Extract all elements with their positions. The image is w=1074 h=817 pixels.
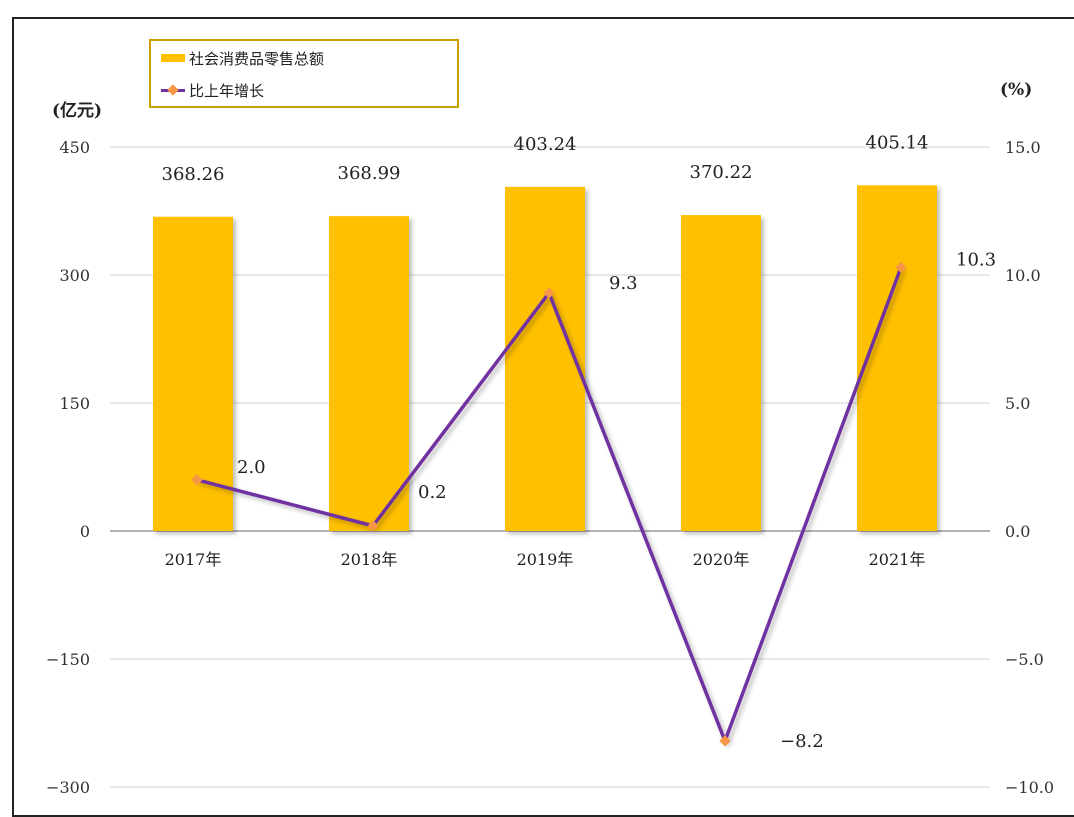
bar (505, 186, 585, 532)
category-label: 2021年 (869, 550, 926, 569)
line-point (367, 520, 379, 532)
left-tick-label: −300 (46, 778, 90, 797)
bar (681, 215, 761, 532)
bar (857, 185, 937, 532)
bar (329, 216, 409, 531)
bar-series (153, 185, 937, 532)
line-value-label: 2.0 (237, 457, 266, 478)
bar-value-label: 370.22 (690, 162, 753, 183)
right-axis-unit: (%) (1000, 80, 1033, 100)
right-tick-label: 15.0 (1005, 138, 1041, 157)
line-point (895, 261, 907, 273)
category-label: 2020年 (693, 550, 750, 569)
right-tick-label: −5.0 (1005, 650, 1044, 669)
legend-item-line: 比上年增长 (161, 77, 264, 103)
right-tick-label: 0.0 (1005, 522, 1030, 541)
line-point (719, 735, 731, 747)
line-value-label: 0.2 (418, 482, 447, 503)
bar (153, 216, 233, 531)
left-tick-label: −150 (46, 650, 90, 669)
bar-value-label: 403.24 (514, 134, 577, 155)
bar-value-label: 405.14 (866, 132, 929, 153)
line-point (543, 287, 555, 299)
right-tick-label: 10.0 (1005, 266, 1041, 285)
legend-bar-swatch (161, 54, 185, 62)
left-axis-unit: (亿元) (52, 101, 103, 121)
line-series (191, 261, 907, 747)
line-value-label: 10.3 (956, 249, 996, 270)
line-value-label: −8.2 (780, 731, 824, 752)
legend-line-swatch (161, 83, 185, 96)
category-label: 2018年 (341, 550, 398, 569)
data-labels: 368.26 368.99 403.24 370.22 405.14 2.0 0.2 9.3 −… (162, 132, 997, 752)
legend-bar-label: 社会消费品零售总额 (189, 49, 325, 68)
right-tick-label: 5.0 (1005, 394, 1030, 413)
left-tick-label: 0 (80, 522, 90, 541)
line-point (191, 474, 203, 486)
legend-item-bar: 社会消费品零售总额 (161, 45, 324, 71)
legend: 社会消费品零售总额 比上年增长 (149, 39, 459, 108)
left-tick-label: 150 (59, 394, 90, 413)
category-label: 2019年 (517, 550, 574, 569)
legend-line-label: 比上年增长 (189, 81, 265, 100)
axis-labels: 450 300 150 0 −150 −300 15.0 10.0 5.0 0.0 −5.0 −10.… (46, 138, 1054, 797)
bar-value-label: 368.26 (162, 164, 225, 185)
line-value-label: 9.3 (609, 273, 638, 294)
left-tick-label: 450 (59, 138, 90, 157)
bar-value-label: 368.99 (338, 163, 401, 184)
right-tick-label: −10.0 (1005, 778, 1054, 797)
legend-marker-icon (167, 83, 179, 96)
category-label: 2017年 (165, 550, 222, 569)
left-tick-label: 300 (59, 266, 90, 285)
